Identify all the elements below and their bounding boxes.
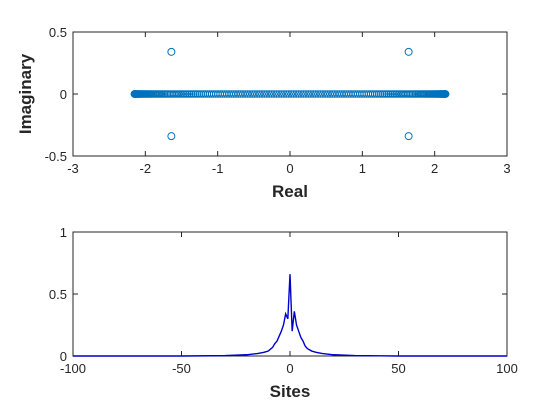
eigenvalue-point [289,90,298,98]
eigenvalue-point [246,90,254,98]
x-tick-label: 1 [359,161,366,176]
site-distribution-plot: -100 -50 0 50 100 0 0.5 1 Sites [49,225,518,401]
eigenvalue-point [372,90,381,98]
x-axis-label: Sites [270,382,311,401]
eigenvalue-point [253,90,261,98]
eigenvalue-point [185,90,194,98]
x-tick-label: -50 [172,361,191,376]
eigenvalue-point [272,90,281,98]
eigenvalue-point [243,90,252,98]
series-line [73,274,507,357]
eigenvalue-point [377,90,385,98]
eigenvalue-point [321,90,330,98]
x-tick-label: 50 [391,361,405,376]
y-tick-label: 1 [60,225,67,240]
eigenvalue-point [382,90,391,98]
eigenvalue-point [319,90,327,98]
eigenvalue-point [294,90,303,98]
eigenvalue-point [316,90,325,98]
eigenvalue-point [302,90,310,98]
eigenvalue-point [191,90,200,98]
x-tick-label: -3 [67,161,79,176]
y-tick-label: -0.5 [45,149,67,164]
eigenvalue-point [287,90,296,98]
eigenvalue-point [277,90,286,98]
eigenvalue-point [297,90,305,98]
eigenvalue-point [284,90,293,98]
x-tick-label: 3 [503,161,510,176]
eigenvalue-point [248,90,257,98]
axes-box [72,231,508,357]
x-tick-label: -1 [212,161,224,176]
y-axis-label: Imaginary [16,53,35,134]
eigenvalue-point [292,90,300,98]
x-tick-label: -100 [60,361,86,376]
eigenvalue-point [270,90,278,98]
x-tick-label: 0 [286,161,293,176]
x-axis-label: Real [272,182,308,201]
eigenvalue-point [189,90,198,98]
eigenvalue-point [275,90,283,98]
eigenvalue-point [378,90,387,98]
x-tick-label: 2 [431,161,438,176]
eigenvalue-point [384,90,393,98]
eigenvalue-point [309,90,318,98]
eigenvalue-point [258,90,266,98]
eigenvalue-point [187,90,196,98]
eigenvalue-point [255,90,264,98]
eigenvalue-point [265,90,273,98]
eigenvalue-point [370,90,379,98]
eigenvalue-point [307,90,315,98]
eigenvalue-point [314,90,322,98]
eigenvalue-point [167,47,176,56]
eigenvalue-scatter-plot: -3 -2 -1 0 1 2 3 -0.5 0 0.5 Real Imaginary [16,25,511,201]
eigenvalue-point [280,90,288,98]
x-tick-label: -2 [140,161,152,176]
eigenvalue-point [404,132,413,141]
eigenvalue-point [323,90,332,98]
scatter-points [130,47,450,141]
x-tick-label: 100 [496,361,518,376]
eigenvalue-point [250,90,259,98]
eigenvalue-point [262,90,271,98]
y-tick-label: 0 [60,349,67,364]
y-tick-label: 0.5 [49,25,67,40]
y-tick-label: 0 [60,87,67,102]
eigenvalue-point [267,90,276,98]
eigenvalue-point [380,90,389,98]
eigenvalue-point [299,90,308,98]
eigenvalue-point [375,90,383,98]
eigenvalue-point [193,90,202,98]
eigenvalue-point [304,90,313,98]
eigenvalue-point [167,132,176,141]
eigenvalue-point [241,90,250,98]
eigenvalue-point [404,47,413,56]
eigenvalue-point [311,90,320,98]
eigenvalue-point [260,90,269,98]
eigenvalue-point [195,90,203,98]
eigenvalue-point [441,90,450,98]
x-tick-label: 0 [286,361,293,376]
y-tick-label: 0.5 [49,287,67,302]
eigenvalue-point [282,90,291,98]
